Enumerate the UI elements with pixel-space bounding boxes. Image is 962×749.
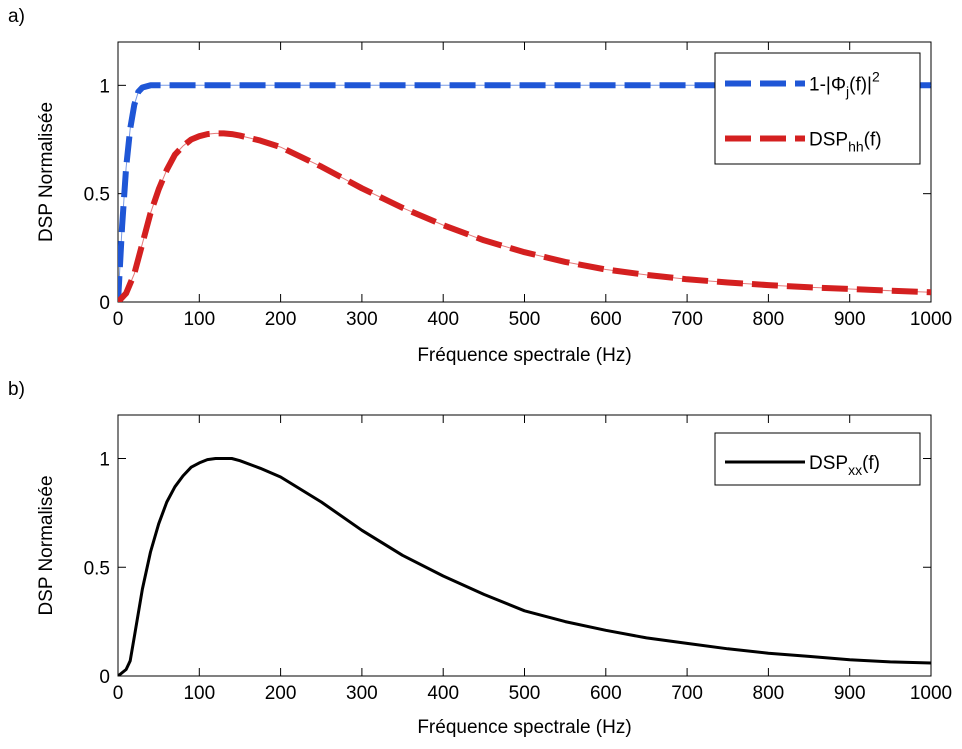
- x-tick-label: 0: [113, 309, 124, 330]
- series-0: [118, 82, 931, 302]
- y-axis-label: DSP Normalisée: [36, 475, 57, 615]
- legend-box: [714, 432, 921, 486]
- x-tick-label: 800: [753, 683, 785, 704]
- legend-label: DSPxx(f): [809, 453, 880, 478]
- legend-box: [714, 52, 921, 165]
- series-line: [118, 457, 931, 676]
- series-line-thin: [118, 132, 931, 302]
- x-tick-label: 500: [509, 683, 541, 704]
- x-tick-label: 900: [834, 309, 866, 330]
- x-axis-label: Fréquence spectrale (Hz): [417, 345, 631, 366]
- legend-label: 1-|Φj(f)|2: [809, 69, 880, 100]
- series-1: [118, 130, 931, 302]
- y-tick-label: 0: [99, 667, 110, 688]
- y-tick-label: 0.5: [84, 185, 110, 206]
- x-tick-label: 700: [671, 683, 703, 704]
- x-tick-label: 500: [509, 309, 541, 330]
- legend: DSPxx(f): [714, 432, 921, 486]
- x-tick-label: 300: [346, 309, 378, 330]
- x-tick-label: 1000: [910, 683, 952, 704]
- x-tick-label: 600: [590, 309, 622, 330]
- legend: 1-|Φj(f)|2 DSPhh(f): [714, 52, 921, 165]
- y-tick-label: 1: [99, 76, 110, 97]
- chart-panel-b: b) 0 100 200 300 400 500 600 700 800 900 1000 0 0.5 1 F…: [8, 379, 952, 738]
- x-tick-label: 100: [183, 683, 215, 704]
- x-tick-label: 300: [346, 683, 378, 704]
- panel-label: b): [8, 379, 25, 400]
- x-axis-label: Fréquence spectrale (Hz): [417, 717, 631, 738]
- x-tick-label: 700: [671, 309, 703, 330]
- legend-label: DSPhh(f): [809, 130, 882, 155]
- x-tick-label: 200: [265, 309, 297, 330]
- panel-label: a): [8, 6, 25, 27]
- x-tick-label: 600: [590, 683, 622, 704]
- x-tick-label: 800: [753, 309, 785, 330]
- chart-panel-a: a) 0 100 200 300 400 500 600 700 800 900 1000 0 0.5 1 F…: [8, 6, 952, 366]
- y-axis-label: DSP Normalisée: [36, 102, 57, 242]
- x-tick-label: 400: [427, 683, 459, 704]
- y-tick-label: 0.5: [84, 558, 110, 579]
- x-tick-label: 100: [183, 309, 215, 330]
- x-tick-label: 400: [427, 309, 459, 330]
- x-tick-label: 200: [265, 683, 297, 704]
- x-tick-label: 0: [113, 683, 124, 704]
- x-tick-label: 900: [834, 683, 866, 704]
- y-tick-label: 0: [99, 293, 110, 314]
- x-tick-label: 1000: [910, 309, 952, 330]
- series-line-thin: [118, 84, 931, 302]
- series-0: [118, 457, 931, 676]
- y-tick-label: 1: [99, 450, 110, 471]
